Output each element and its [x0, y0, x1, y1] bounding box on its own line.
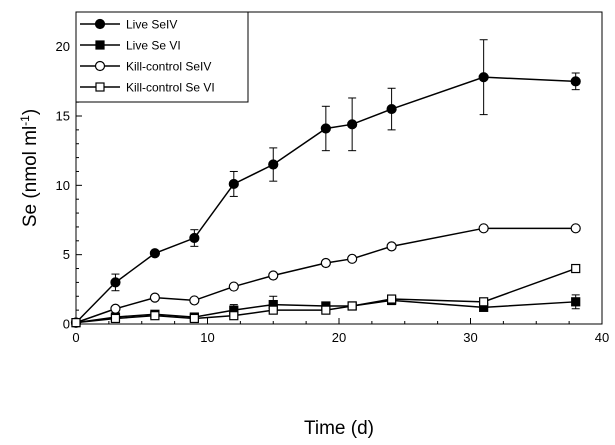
legend-marker-1	[95, 40, 105, 50]
data-point-3	[479, 297, 489, 307]
y-tick-label: 15	[56, 109, 70, 124]
data-point-3	[71, 318, 81, 328]
series-markers	[70, 72, 581, 328]
data-point-0	[478, 72, 489, 83]
data-point-2	[570, 223, 581, 234]
data-point-1	[571, 297, 581, 307]
data-point-2	[386, 241, 397, 252]
x-tick-label: 20	[332, 330, 346, 345]
data-point-2	[228, 281, 239, 292]
data-point-3	[321, 305, 331, 315]
x-tick-label: 30	[463, 330, 477, 345]
data-point-2	[347, 253, 358, 264]
data-point-3	[150, 311, 160, 321]
legend-label-0: Live SeIV	[126, 18, 177, 32]
legend-marker-0	[94, 18, 106, 30]
y-axis-title: Se (nmol ml-1)	[18, 109, 41, 227]
data-point-0	[228, 178, 239, 190]
x-tick-label: 40	[595, 330, 609, 345]
x-tick-label: 0	[72, 330, 79, 345]
y-tick-label: 10	[56, 178, 70, 193]
data-point-2	[110, 303, 121, 314]
legend: Live SeIV Live Se VI Kill-control SeIV Kill…	[75, 11, 249, 103]
data-point-0	[386, 103, 397, 115]
data-point-3	[110, 313, 121, 324]
legend-label-2: Kill-control SeIV	[126, 60, 211, 74]
y-axis-title-superscript: -1	[18, 115, 32, 126]
y-axis-title-main: Se (nmol ml	[20, 126, 41, 227]
data-point-0	[149, 248, 160, 259]
data-point-0	[320, 123, 331, 134]
legend-marker-3	[95, 82, 105, 92]
data-point-2	[320, 257, 331, 269]
y-tick-label: 20	[56, 39, 70, 54]
data-point-3	[189, 313, 199, 324]
data-point-0	[347, 119, 358, 130]
data-point-0	[268, 159, 279, 170]
data-point-3	[571, 263, 581, 274]
data-point-2	[268, 270, 279, 281]
data-point-0	[110, 277, 121, 288]
data-point-0	[570, 76, 581, 87]
axis-tick-labels: 0 10 20 30 40 0 5 10 15 20	[56, 39, 610, 345]
data-point-3	[229, 311, 239, 321]
y-axis-title-close: )	[20, 109, 41, 115]
data-point-3	[268, 305, 278, 315]
x-tick-label: 10	[200, 330, 214, 345]
data-point-0	[189, 232, 200, 244]
x-axis-title: Time (d)	[304, 418, 374, 439]
legend-marker-2	[94, 60, 106, 72]
data-point-2	[189, 295, 200, 306]
data-point-3	[347, 301, 357, 311]
legend-label-1: Live Se VI	[126, 39, 181, 53]
data-point-2	[478, 223, 489, 234]
y-tick-label: 0	[63, 317, 70, 332]
legend-label-3: Kill-control Se VI	[126, 81, 215, 95]
data-point-2	[149, 292, 160, 303]
data-point-3	[387, 294, 397, 304]
y-tick-label: 5	[63, 247, 70, 262]
